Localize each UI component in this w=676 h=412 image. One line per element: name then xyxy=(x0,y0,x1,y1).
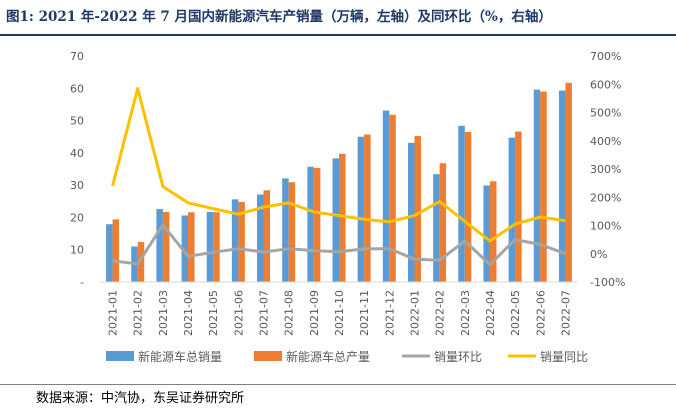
chart-legend: 新能源车总销量 新能源车总产量 销量环比 销量同比 xyxy=(106,349,588,364)
right-tick-label: 300% xyxy=(590,163,621,176)
sales-bar xyxy=(433,174,440,282)
production-bar xyxy=(112,219,120,282)
legend-label: 新能源车总产量 xyxy=(286,349,370,364)
sales-bar xyxy=(407,142,415,282)
sales-bar xyxy=(282,178,289,282)
x-tick-label: 2021-01 xyxy=(107,290,120,336)
right-tick-label: 500% xyxy=(590,107,621,120)
production-bar xyxy=(364,134,371,282)
x-tick-label: 2021-11 xyxy=(358,290,371,336)
title-rule xyxy=(0,34,676,36)
production-bar xyxy=(515,131,522,282)
right-tick-label: 600% xyxy=(590,78,621,91)
x-tick-label: 2022-07 xyxy=(559,290,572,336)
sales-bar xyxy=(156,209,163,282)
production-bar xyxy=(339,153,346,282)
left-tick-label: 50 xyxy=(70,115,84,128)
sales-bar xyxy=(206,211,214,282)
x-tick-label: 2022-06 xyxy=(534,290,547,336)
line-series-group xyxy=(111,87,566,266)
x-tick-label: 2021-03 xyxy=(157,290,170,336)
x-tick-label: 2021-06 xyxy=(232,290,245,336)
right-tick-label: 0% xyxy=(590,248,607,261)
left-tick-label: 70 xyxy=(70,50,84,63)
yoy-line xyxy=(111,87,566,243)
production-bar xyxy=(414,136,421,282)
production-bar xyxy=(464,131,472,282)
legend-label: 销量同比 xyxy=(540,350,588,364)
production-bar xyxy=(263,190,271,282)
sales-bar xyxy=(508,137,516,282)
production-bar xyxy=(439,163,447,282)
source-rule xyxy=(0,384,676,385)
production-bar xyxy=(489,181,497,282)
x-tick-label: 2022-05 xyxy=(509,290,522,336)
left-tick-label: 20 xyxy=(70,211,84,224)
sales-bar xyxy=(533,89,541,282)
right-tick-label: 100% xyxy=(590,220,621,233)
x-tick-label: 2021-05 xyxy=(207,290,220,336)
x-tick-label: 2021-04 xyxy=(182,290,195,336)
mom-line xyxy=(112,223,566,266)
left-axis: - 10 20 30 40 50 60 70 xyxy=(70,50,84,289)
production-bar xyxy=(540,91,547,282)
right-tick-label: -100% xyxy=(590,276,625,289)
x-tick-label: 2021-02 xyxy=(132,290,145,336)
left-tick-label: - xyxy=(80,276,84,289)
x-tick-label: 2021-09 xyxy=(308,290,321,336)
sales-bar xyxy=(483,185,490,282)
left-tick-label: 40 xyxy=(70,147,84,160)
sales-production-chart: - 10 20 30 40 50 60 70 -100% 0% 100% 200% 300% 400% 5… xyxy=(70,50,625,364)
x-tick-label: 2022-03 xyxy=(459,290,472,336)
right-tick-label: 700% xyxy=(590,50,621,63)
production-bar xyxy=(162,211,170,282)
x-tick-label: 2022-02 xyxy=(434,290,447,336)
sales-bar xyxy=(382,110,390,282)
sales-bar xyxy=(106,224,113,282)
production-bar xyxy=(313,168,321,282)
x-tick-label: 2022-04 xyxy=(484,290,497,336)
sales-bar xyxy=(307,166,314,282)
data-source-note: 数据来源：中汽协，东吴证券研究所 xyxy=(36,391,245,406)
x-tick-label: 2021-08 xyxy=(283,290,296,336)
right-tick-label: 200% xyxy=(590,191,621,204)
production-bar xyxy=(188,212,195,282)
legend-label: 新能源车总销量 xyxy=(138,349,222,364)
production-bar xyxy=(213,212,220,282)
left-tick-label: 60 xyxy=(70,82,84,95)
right-axis: -100% 0% 100% 200% 300% 400% 500% 600% 700% xyxy=(590,50,625,289)
x-tick-label: 2021-12 xyxy=(383,290,396,336)
production-bar xyxy=(238,201,245,282)
sales-bar xyxy=(257,194,264,282)
production-bar xyxy=(389,114,396,282)
right-tick-label: 400% xyxy=(590,135,621,148)
bar-series-group xyxy=(106,82,572,282)
x-tick-label: 2022-01 xyxy=(408,290,421,336)
production-bar xyxy=(288,182,296,282)
figure-title: 图1: 2021 年-2022 年 7 月国内新能源汽车产销量（万辆，左轴）及同… xyxy=(6,9,552,25)
legend-swatch xyxy=(254,351,282,361)
left-tick-label: 10 xyxy=(70,244,84,257)
left-tick-label: 30 xyxy=(70,179,84,192)
x-tick-label: 2021-10 xyxy=(333,290,346,336)
x-axis: 2021-01 2021-02 2021-03 2021-04 2021-05 2021-… xyxy=(100,281,578,336)
sales-bar xyxy=(357,136,365,282)
legend-label: 销量环比 xyxy=(434,350,482,364)
production-bar xyxy=(137,241,145,282)
sales-bar xyxy=(558,90,566,282)
sales-bar xyxy=(181,215,189,282)
sales-bar xyxy=(458,125,465,282)
x-tick-label: 2021-07 xyxy=(258,290,271,336)
sales-bar xyxy=(332,158,339,282)
sales-bar xyxy=(231,199,239,282)
legend-swatch xyxy=(106,351,134,361)
production-bar xyxy=(565,82,572,282)
